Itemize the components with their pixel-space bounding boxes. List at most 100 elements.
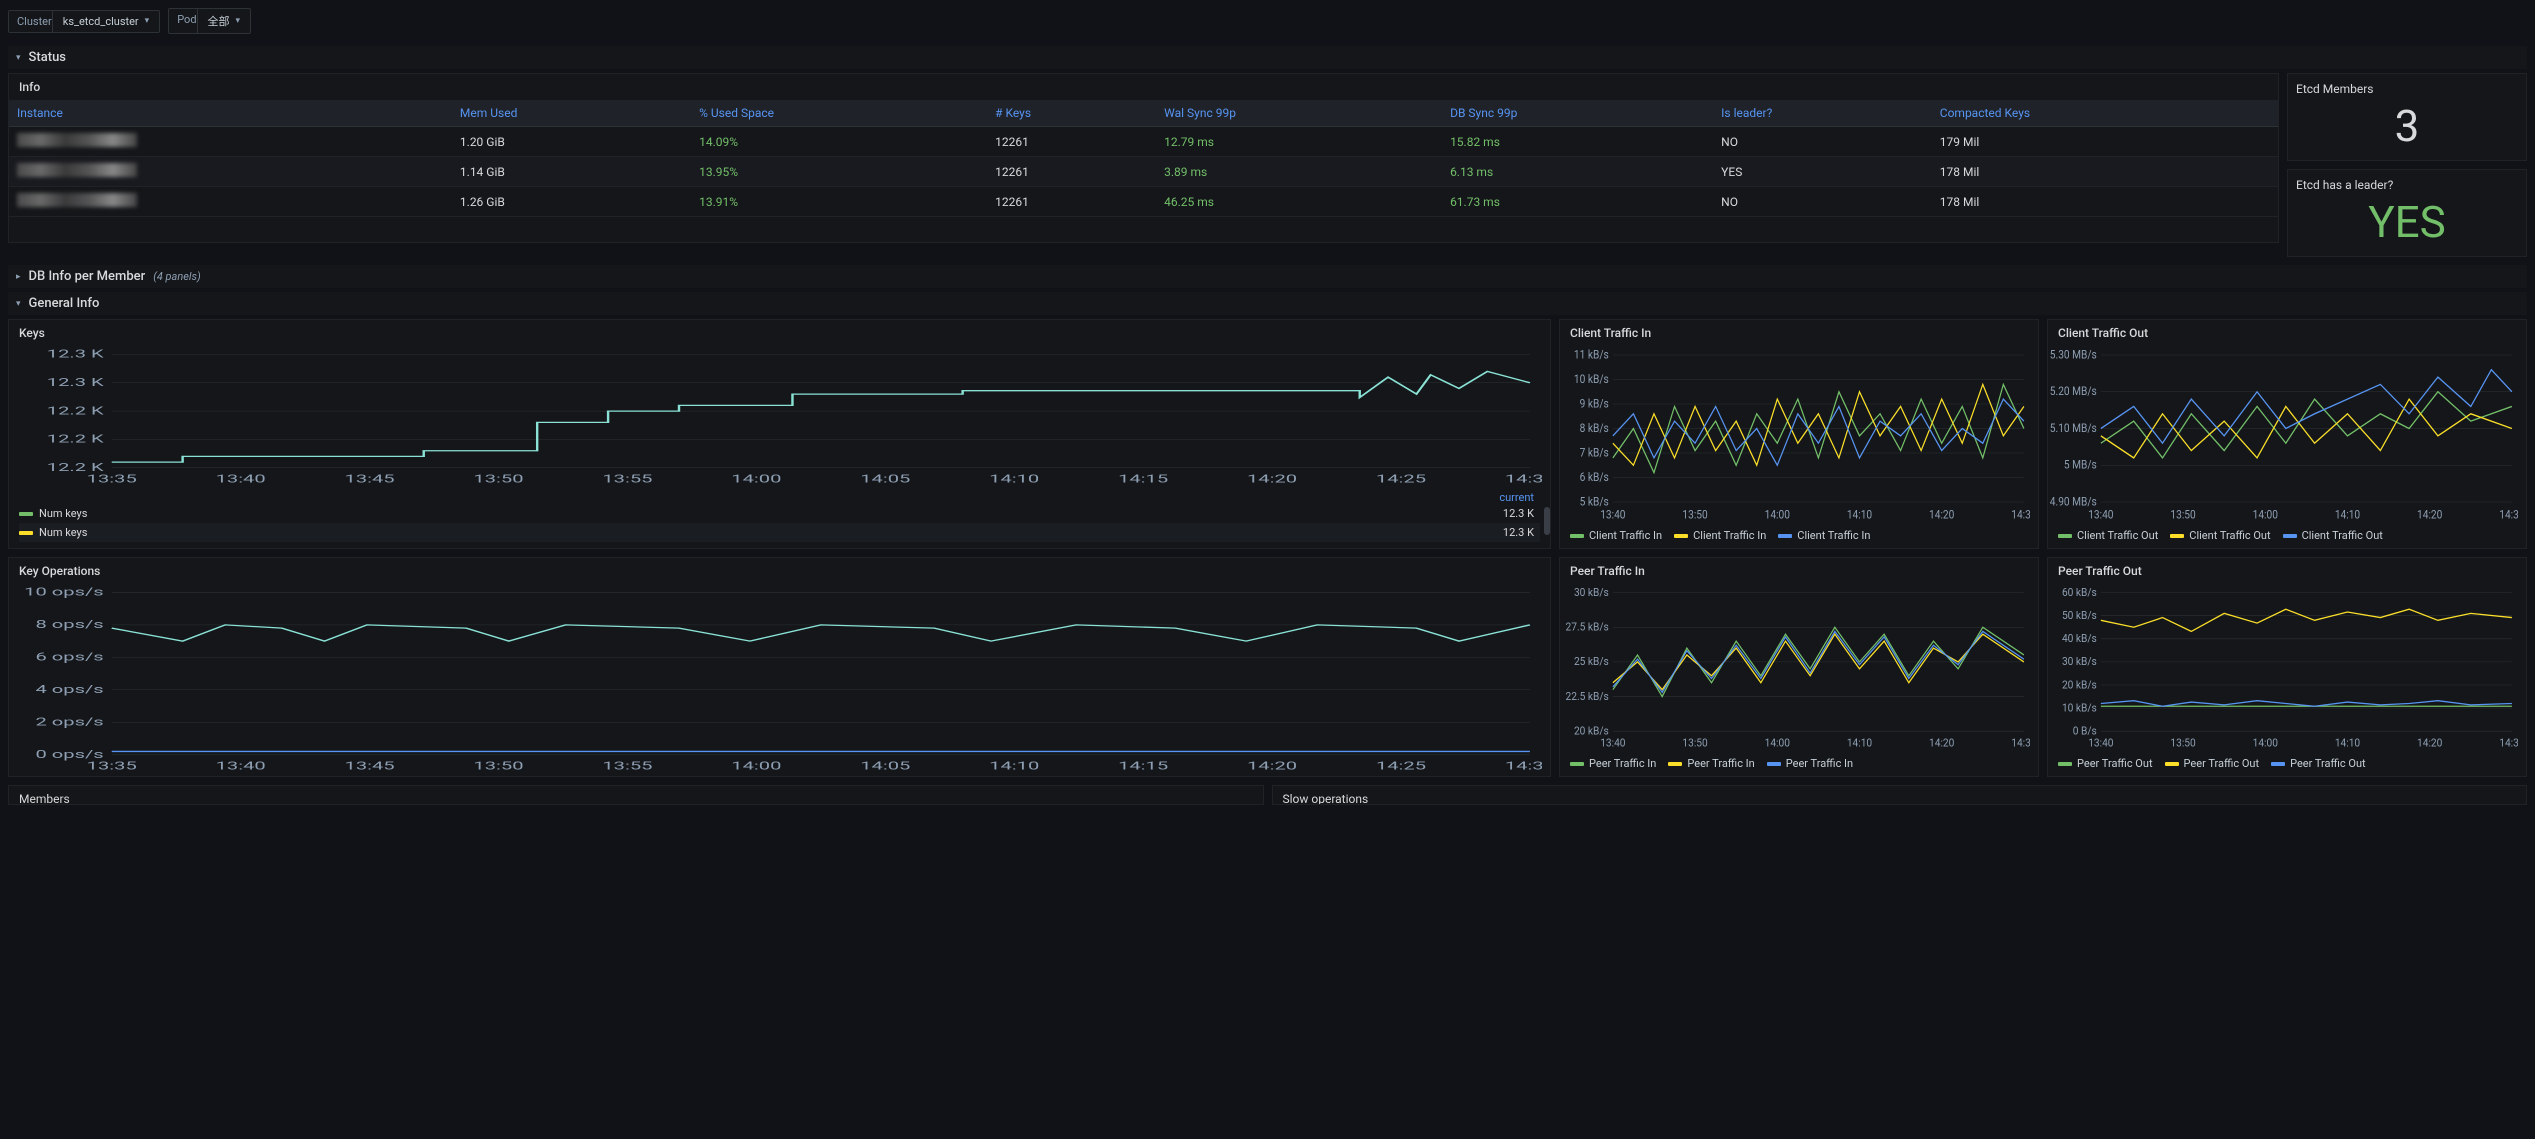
legend-item[interactable]: Client Traffic In <box>1778 529 1870 542</box>
svg-text:13:50: 13:50 <box>473 473 523 486</box>
table-header[interactable]: Compacted Keys <box>1932 100 2278 127</box>
svg-text:13:40: 13:40 <box>2088 508 2113 522</box>
table-header[interactable]: Is leader? <box>1713 100 1932 127</box>
svg-text:13:40: 13:40 <box>1600 508 1625 522</box>
table-row: 1.14 GiB13.95%122613.89 ms6.13 msYES178 … <box>9 157 2278 187</box>
cluster-select[interactable]: ks_etcd_cluster ▾ <box>52 10 160 33</box>
table-header[interactable]: Mem Used <box>452 100 691 127</box>
legend-item[interactable]: Peer Traffic In <box>1570 757 1656 770</box>
svg-text:13:40: 13:40 <box>216 760 266 773</box>
svg-text:13:45: 13:45 <box>345 473 395 486</box>
legend-item[interactable]: Num keys12.3 K <box>19 504 1540 523</box>
svg-text:12.3 K: 12.3 K <box>47 348 105 360</box>
peer-traffic-out-panel: Peer Traffic Out 60 kB/s50 kB/s40 kB/s30… <box>2047 557 2527 777</box>
svg-text:14:00: 14:00 <box>2253 736 2278 749</box>
table-header[interactable]: DB Sync 99p <box>1442 100 1713 127</box>
svg-text:5.10 MB/s: 5.10 MB/s <box>2050 421 2097 435</box>
legend-item[interactable]: Client Traffic Out <box>2058 529 2158 542</box>
svg-text:8 ops/s: 8 ops/s <box>36 618 104 631</box>
svg-text:13:55: 13:55 <box>602 760 652 773</box>
svg-text:14:00: 14:00 <box>1765 508 1790 522</box>
keys-legend: current Num keys12.3 KNum keys12.3 K <box>9 489 1550 548</box>
table-header[interactable]: Wal Sync 99p <box>1156 100 1442 127</box>
table-header[interactable]: Instance <box>9 100 452 127</box>
svg-text:14:20: 14:20 <box>1247 473 1297 486</box>
slow-operations-panel: Slow operations <box>1272 785 2528 805</box>
svg-text:20 kB/s: 20 kB/s <box>2062 678 2097 691</box>
legend-item[interactable]: Client Traffic Out <box>2283 529 2383 542</box>
svg-text:14:10: 14:10 <box>1847 508 1872 522</box>
legend: Client Traffic In Client Traffic In Client… <box>1560 525 2038 548</box>
svg-text:12.2 K: 12.2 K <box>47 404 105 417</box>
svg-text:11 kB/s: 11 kB/s <box>1574 348 1609 362</box>
section-general[interactable]: ▾ General Info <box>8 292 2527 315</box>
svg-text:13:40: 13:40 <box>216 473 266 486</box>
legend-item[interactable]: Client Traffic In <box>1570 529 1662 542</box>
section-db-info[interactable]: ▸ DB Info per Member (4 panels) <box>8 265 2527 288</box>
svg-text:13:40: 13:40 <box>1600 736 1625 749</box>
table-row: 1.26 GiB13.91%1226146.25 ms61.73 msNO178… <box>9 187 2278 217</box>
svg-text:12.3 K: 12.3 K <box>47 376 105 389</box>
svg-text:14:30: 14:30 <box>1505 473 1542 486</box>
svg-text:22.5 kB/s: 22.5 kB/s <box>1566 689 1609 702</box>
chevron-right-icon: ▸ <box>16 272 21 282</box>
svg-text:12.2 K: 12.2 K <box>47 433 105 446</box>
panel-title: Info <box>9 74 2278 100</box>
svg-text:13:40: 13:40 <box>2088 736 2113 749</box>
table-header[interactable]: % Used Space <box>691 100 987 127</box>
svg-text:0 ops/s: 0 ops/s <box>36 748 104 761</box>
svg-text:4.90 MB/s: 4.90 MB/s <box>2050 495 2097 509</box>
legend-item[interactable]: Peer Traffic In <box>1767 757 1853 770</box>
legend-item[interactable]: Peer Traffic Out <box>2058 757 2153 770</box>
info-table-panel: Info InstanceMem Used% Used Space# KeysW… <box>8 73 2279 243</box>
table-header[interactable]: # Keys <box>987 100 1156 127</box>
variable-toolbar: Cluster ks_etcd_cluster ▾ Pod 全部 ▾ <box>8 8 2527 34</box>
svg-text:12.2 K: 12.2 K <box>47 461 105 474</box>
svg-text:9 kB/s: 9 kB/s <box>1580 397 1609 411</box>
table-row: 1.20 GiB14.09%1226112.79 ms15.82 msNO179… <box>9 127 2278 157</box>
svg-text:13:50: 13:50 <box>1682 736 1707 749</box>
chevron-down-icon: ▾ <box>236 16 241 26</box>
scrollbar[interactable] <box>1544 507 1550 535</box>
legend: Peer Traffic Out Peer Traffic Out Peer Tra… <box>2048 753 2526 776</box>
svg-text:40 kB/s: 40 kB/s <box>2062 632 2097 645</box>
svg-text:14:05: 14:05 <box>860 760 910 773</box>
svg-text:6 ops/s: 6 ops/s <box>36 651 104 664</box>
chevron-down-icon: ▾ <box>16 53 21 63</box>
svg-text:4 ops/s: 4 ops/s <box>36 683 104 696</box>
svg-text:13:50: 13:50 <box>473 760 523 773</box>
svg-text:30 kB/s: 30 kB/s <box>1574 586 1609 599</box>
stat-leader: Etcd has a leader? YES <box>2287 169 2527 257</box>
svg-text:13:55: 13:55 <box>602 473 652 486</box>
svg-text:14:00: 14:00 <box>731 760 781 773</box>
svg-text:30 kB/s: 30 kB/s <box>2062 655 2097 668</box>
svg-text:27.5 kB/s: 27.5 kB/s <box>1566 620 1609 633</box>
svg-text:14:25: 14:25 <box>1376 760 1426 773</box>
svg-text:14:10: 14:10 <box>989 760 1039 773</box>
svg-text:5 MB/s: 5 MB/s <box>2064 458 2097 472</box>
svg-text:14:30: 14:30 <box>2499 736 2518 749</box>
legend-item[interactable]: Peer Traffic Out <box>2165 757 2260 770</box>
legend-item[interactable]: Num keys12.3 K <box>19 523 1540 542</box>
svg-text:13:35: 13:35 <box>87 760 137 773</box>
stat-members: Etcd Members 3 <box>2287 73 2527 161</box>
svg-text:14:00: 14:00 <box>2253 508 2278 522</box>
legend-item[interactable]: Peer Traffic Out <box>2271 757 2366 770</box>
svg-text:6 kB/s: 6 kB/s <box>1580 470 1609 484</box>
pod-select[interactable]: 全部 ▾ <box>197 8 252 34</box>
legend-item[interactable]: Client Traffic Out <box>2170 529 2270 542</box>
section-status[interactable]: ▾ Status <box>8 46 2527 69</box>
legend-item[interactable]: Client Traffic In <box>1674 529 1766 542</box>
keys-panel: Keys 12.3 K12.3 K12.2 K12.2 K12.2 K13:35… <box>8 319 1551 549</box>
svg-text:7 kB/s: 7 kB/s <box>1580 446 1609 460</box>
svg-text:10 ops/s: 10 ops/s <box>24 586 103 598</box>
legend: Client Traffic Out Client Traffic Out Clie… <box>2048 525 2526 548</box>
svg-text:14:00: 14:00 <box>731 473 781 486</box>
svg-text:60 kB/s: 60 kB/s <box>2062 586 2097 599</box>
svg-text:14:20: 14:20 <box>1929 508 1954 522</box>
svg-text:13:50: 13:50 <box>2170 508 2195 522</box>
svg-text:14:25: 14:25 <box>1376 473 1426 486</box>
legend-item[interactable]: Peer Traffic In <box>1668 757 1754 770</box>
svg-text:14:20: 14:20 <box>1929 736 1954 749</box>
svg-text:14:10: 14:10 <box>2335 736 2360 749</box>
